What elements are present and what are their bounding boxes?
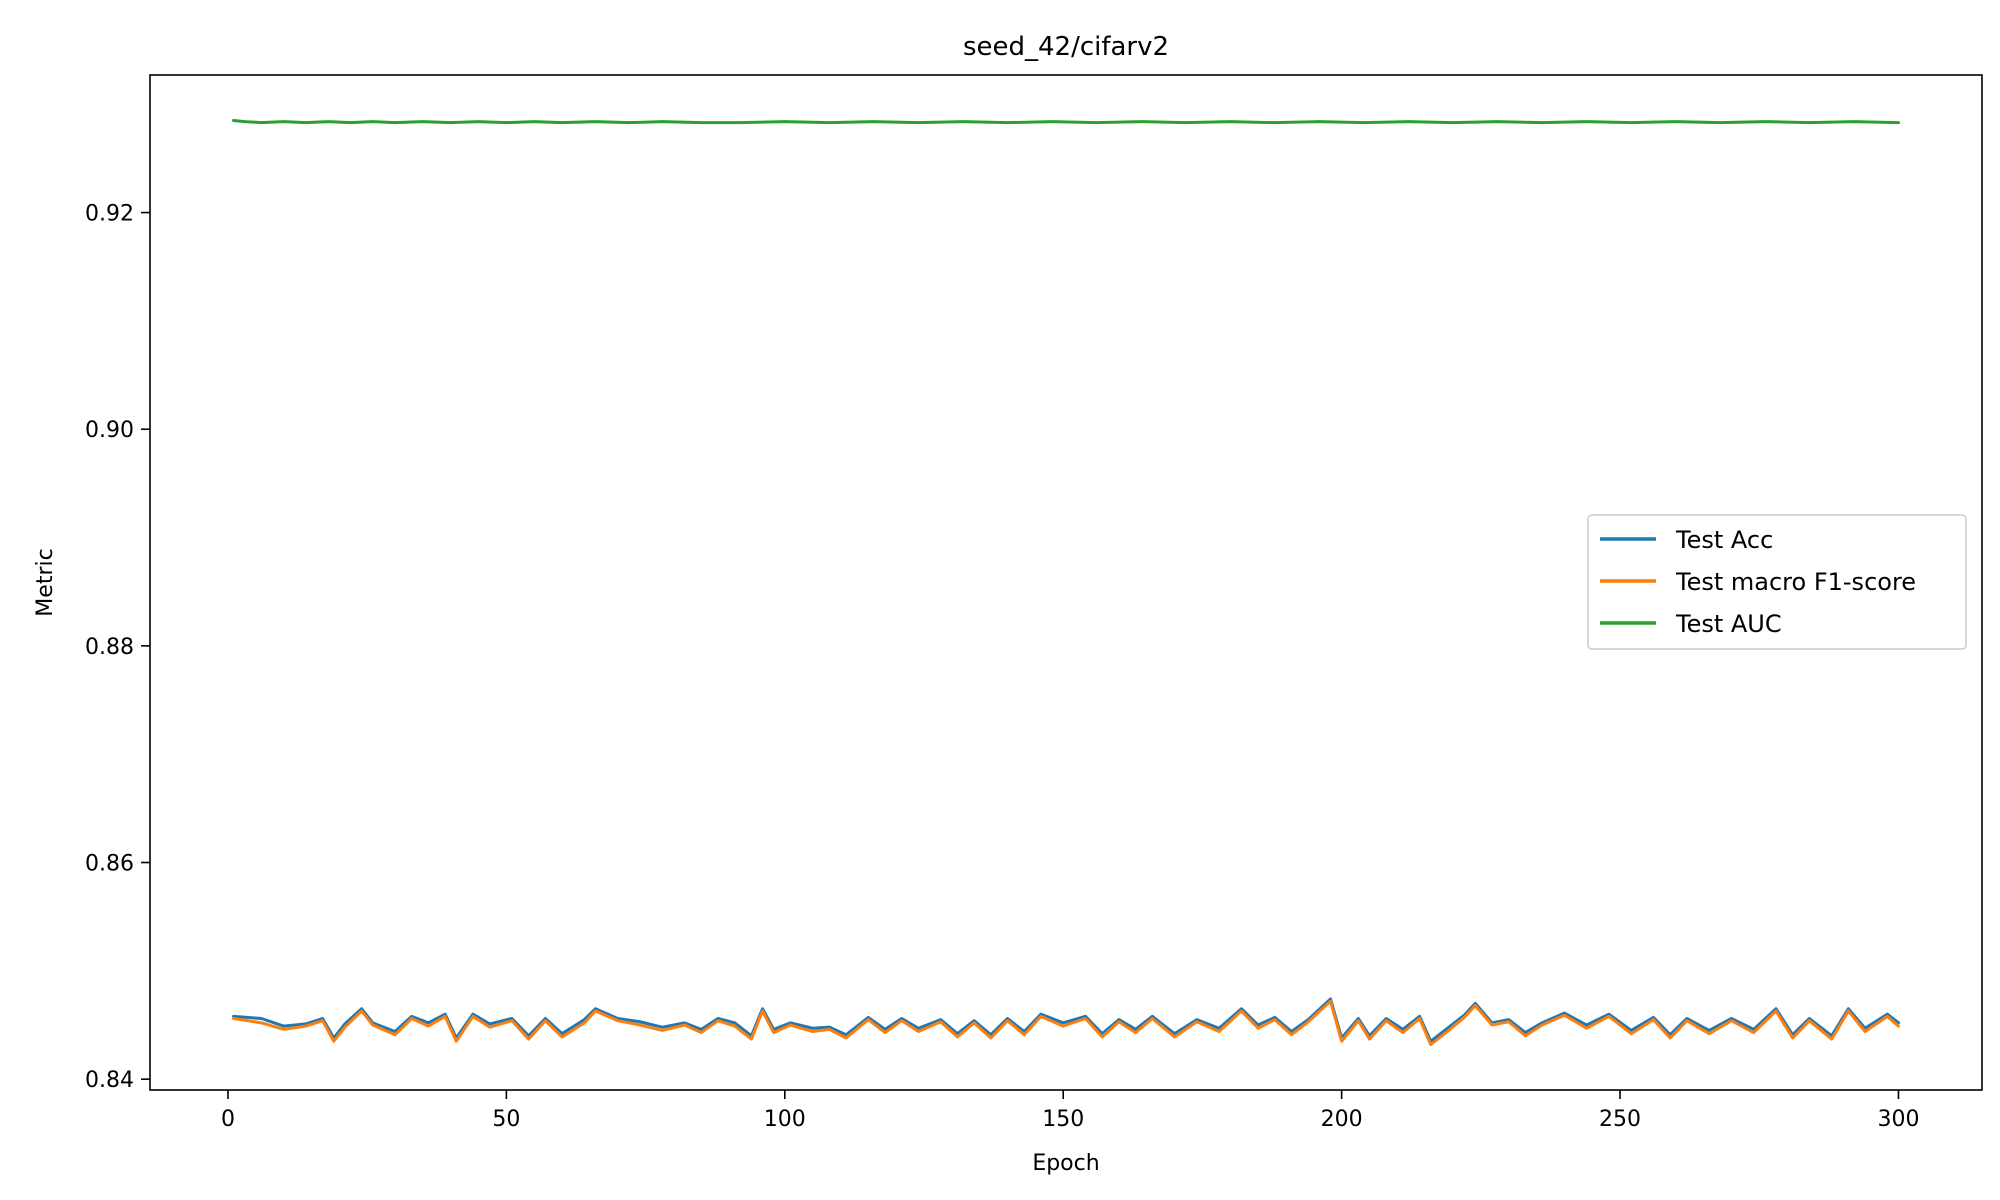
x-tick-label: 200 [1321, 1107, 1363, 1132]
y-tick-label: 0.92 [85, 202, 134, 227]
plot-frame [149, 74, 1983, 1091]
legend-label: Test macro F1-score [1675, 568, 1916, 596]
series-line-test-acc [232, 997, 1900, 1043]
series-line-test-auc [232, 119, 1900, 125]
legend-label: Test Acc [1675, 526, 1773, 554]
y-tick-label: 0.90 [85, 418, 134, 443]
legend-box [1587, 514, 1967, 650]
x-tick-label: 0 [221, 1107, 235, 1132]
x-axis: 0 50 100 150 200 250 300 [221, 1090, 1919, 1132]
x-tick-label: 250 [1599, 1107, 1641, 1132]
x-tick-label: 100 [764, 1107, 806, 1132]
x-tick-label: 150 [1042, 1107, 1084, 1132]
chart-title: seed_42/cifarv2 [963, 32, 1169, 62]
legend-label: Test AUC [1675, 610, 1782, 638]
series-layer [232, 119, 1900, 1046]
legend: Test Acc Test macro F1-score Test AUC [1587, 514, 1967, 650]
x-tick-label: 300 [1877, 1107, 1919, 1132]
y-axis: 0.84 0.86 0.88 0.90 0.92 [85, 202, 150, 1093]
y-tick-label: 0.84 [85, 1068, 134, 1093]
series-line-test-macro-f1-score [232, 999, 1900, 1046]
y-tick-label: 0.86 [85, 852, 134, 877]
y-axis-title: Metric [33, 548, 58, 616]
x-axis-title: Epoch [1032, 1151, 1099, 1176]
y-tick-label: 0.88 [85, 635, 134, 660]
x-tick-label: 50 [492, 1107, 520, 1132]
